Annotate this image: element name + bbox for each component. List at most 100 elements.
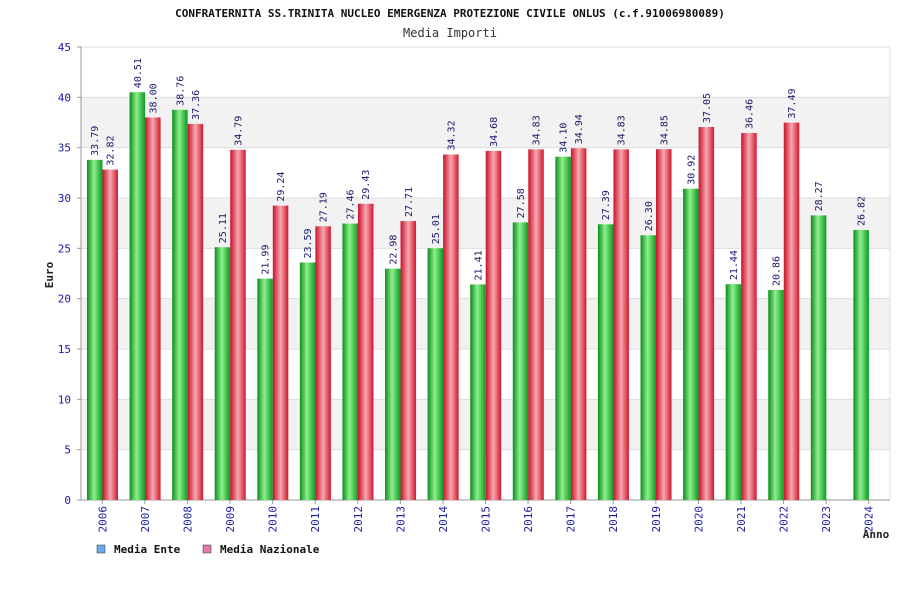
value-label: 22.98 <box>388 235 399 265</box>
value-label: 34.68 <box>489 117 500 147</box>
x-tick-label: 2020 <box>692 506 705 533</box>
bars: 33.79 32.82 40.51 38.00 38.76 37.36 25.11 34.79… <box>87 58 869 501</box>
x-tick-label: 2024 <box>863 506 876 533</box>
value-label: 27.58 <box>516 188 527 218</box>
bar-media-ente <box>87 159 103 500</box>
y-tick-label: 0 <box>64 494 71 507</box>
bar-media-ente <box>129 92 146 500</box>
bar-media-nazionale <box>187 123 204 500</box>
bar-media-nazionale <box>613 149 629 501</box>
y-tick-label: 10 <box>58 393 71 406</box>
y-axis-label: Euro <box>43 261 56 288</box>
value-label: 21.99 <box>261 245 272 275</box>
bar-media-ente <box>257 278 273 500</box>
y-tick-label: 20 <box>58 293 71 306</box>
value-label: 32.82 <box>106 136 117 166</box>
bar-media-ente <box>640 235 657 500</box>
value-label: 36.46 <box>744 99 755 129</box>
value-label: 27.71 <box>404 187 415 217</box>
bar-media-ente <box>342 223 358 500</box>
value-label: 37.36 <box>191 90 202 120</box>
bar-media-nazionale <box>656 149 672 500</box>
value-label: 38.00 <box>148 83 159 113</box>
bar-media-ente <box>725 284 742 500</box>
value-label: 20.86 <box>772 256 783 286</box>
x-axis-label: Anno <box>863 528 890 541</box>
value-label: 34.10 <box>559 123 570 153</box>
bar-media-nazionale <box>145 117 161 500</box>
legend-label-nazionale: Media Nazionale <box>220 543 320 556</box>
legend-swatch-nazionale <box>202 544 212 554</box>
x-tick-label: 2006 <box>96 506 109 533</box>
bar-media-nazionale <box>315 226 331 500</box>
bar-media-ente <box>512 222 529 500</box>
value-label: 37.05 <box>702 93 713 123</box>
value-label: 34.83 <box>532 115 543 145</box>
y-tick-label: 30 <box>58 192 71 205</box>
bar-media-nazionale <box>570 148 587 500</box>
bar-media-nazionale <box>698 127 715 500</box>
value-label: 28.27 <box>814 181 825 211</box>
x-tick-label: 2010 <box>267 506 280 533</box>
bar-media-nazionale <box>357 203 374 500</box>
chart-subtitle: Media Importi <box>403 26 497 40</box>
y-tick-label: 5 <box>64 444 71 457</box>
y-axis-ticks: 0 5 10 15 20 25 30 35 40 45 <box>58 41 81 507</box>
value-label: 27.46 <box>346 189 357 219</box>
bar-media-nazionale <box>272 205 289 500</box>
x-tick-label: 2008 <box>181 506 194 533</box>
value-label: 26.30 <box>644 201 655 231</box>
bar-media-nazionale <box>230 149 246 500</box>
value-label: 34.32 <box>446 120 457 150</box>
bar-media-ente <box>597 224 614 501</box>
bar-media-ente <box>683 188 699 501</box>
value-label: 26.82 <box>857 196 868 226</box>
chart-title: CONFRATERNITA SS.TRINITA NUCLEO EMERGENZ… <box>175 7 725 20</box>
y-tick-label: 15 <box>58 343 71 356</box>
bar-media-nazionale <box>102 169 118 500</box>
x-tick-label: 2018 <box>607 506 620 533</box>
y-tick-label: 25 <box>58 242 71 255</box>
legend-swatch-ente <box>96 544 106 554</box>
x-tick-label: 2007 <box>139 506 152 533</box>
value-label: 37.49 <box>787 88 798 118</box>
value-label: 23.59 <box>303 228 314 258</box>
y-tick-label: 35 <box>58 142 71 155</box>
bar-media-ente <box>555 156 571 500</box>
x-tick-label: 2015 <box>480 506 493 533</box>
x-tick-label: 2023 <box>820 506 833 533</box>
value-label: 30.92 <box>686 155 697 185</box>
bar-media-nazionale <box>485 150 502 500</box>
value-label: 21.44 <box>729 250 740 280</box>
value-label: 38.76 <box>175 76 186 106</box>
value-label: 34.85 <box>659 115 670 145</box>
x-tick-label: 2021 <box>735 506 748 533</box>
value-label: 33.79 <box>90 126 101 156</box>
legend-label-ente: Media Ente <box>114 543 181 556</box>
x-tick-label: 2012 <box>352 506 365 533</box>
bar-media-ente <box>470 284 486 500</box>
value-label: 34.79 <box>233 116 244 146</box>
value-label: 27.39 <box>601 190 612 220</box>
value-label: 25.01 <box>431 214 442 244</box>
x-tick-label: 2011 <box>309 506 322 533</box>
value-label: 40.51 <box>133 58 144 88</box>
bar-media-ente <box>427 248 444 500</box>
bar-media-ente <box>810 215 827 500</box>
x-tick-label: 2014 <box>437 506 450 533</box>
value-label: 25.11 <box>218 213 229 243</box>
legend: Media Ente Media Nazionale <box>96 543 320 556</box>
value-label: 34.83 <box>617 115 628 145</box>
y-tick-label: 45 <box>58 41 71 54</box>
x-axis-ticks: 2006 2007 2008 2009 2010 2011 2012 2013 2014 2015… <box>96 500 876 533</box>
y-tick-label: 40 <box>58 91 71 104</box>
bar-media-ente <box>768 290 784 500</box>
bar-media-nazionale <box>783 122 800 500</box>
x-tick-label: 2022 <box>778 506 791 533</box>
x-tick-label: 2016 <box>522 506 535 533</box>
bar-media-nazionale <box>443 154 459 500</box>
value-label: 29.43 <box>361 170 372 200</box>
value-label: 21.41 <box>473 250 484 280</box>
bar-media-nazionale <box>400 221 417 500</box>
